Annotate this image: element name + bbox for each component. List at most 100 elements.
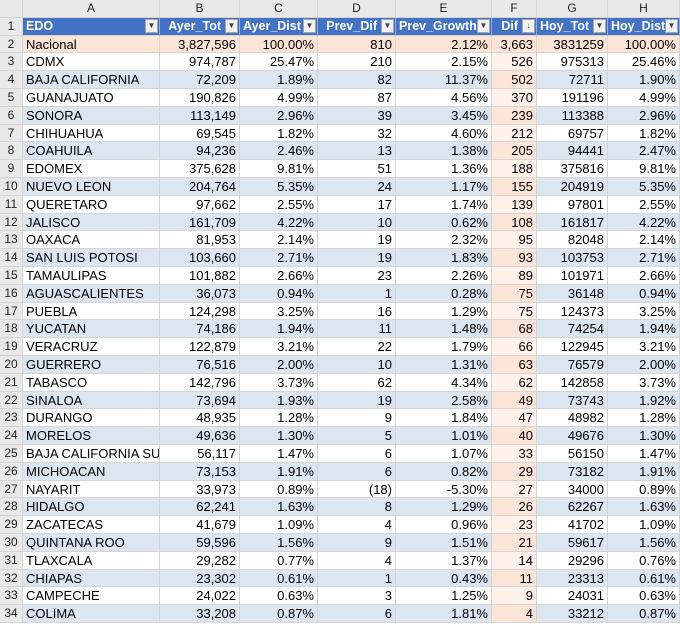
cell-hoy-dist[interactable]: 0.61% bbox=[608, 569, 680, 588]
cell-hoy-dist[interactable]: 0.76% bbox=[608, 551, 680, 570]
cell-prev-dif[interactable]: 23 bbox=[318, 266, 396, 285]
column-header-h[interactable]: H bbox=[608, 0, 680, 18]
row-number[interactable]: 13 bbox=[0, 231, 23, 250]
cell-hoy-tot[interactable]: 97801 bbox=[537, 195, 608, 214]
cell-dif[interactable]: 212 bbox=[492, 124, 537, 143]
cell-ayer-dist[interactable]: 100.00% bbox=[240, 35, 318, 54]
row-number[interactable]: 23 bbox=[0, 409, 23, 428]
cell-prev-growth[interactable]: 0.82% bbox=[396, 462, 492, 481]
cell-dif[interactable]: 62 bbox=[492, 373, 537, 392]
cell-prev-growth[interactable]: 0.28% bbox=[396, 284, 492, 303]
cell-ayer-dist[interactable]: 3.21% bbox=[240, 338, 318, 356]
row-number[interactable]: 22 bbox=[0, 391, 23, 410]
cell-dif[interactable]: 47 bbox=[492, 409, 537, 428]
cell-ayer-dist[interactable]: 2.66% bbox=[240, 266, 318, 285]
cell-edo[interactable]: YUCATAN bbox=[23, 320, 160, 339]
cell-hoy-tot[interactable]: 76579 bbox=[537, 355, 608, 374]
row-number[interactable]: 30 bbox=[0, 533, 23, 552]
cell-dif[interactable]: 9 bbox=[492, 587, 537, 606]
cell-prev-dif[interactable]: 4 bbox=[318, 516, 396, 534]
cell-dif[interactable]: 40 bbox=[492, 427, 537, 445]
cell-edo[interactable]: NAYARIT bbox=[23, 480, 160, 499]
cell-ayer-tot[interactable]: 3,827,596 bbox=[160, 35, 240, 54]
cell-dif[interactable]: 89 bbox=[492, 266, 537, 285]
cell-ayer-tot[interactable]: 113,149 bbox=[160, 106, 240, 125]
row-number[interactable]: 17 bbox=[0, 302, 23, 321]
cell-edo[interactable]: OAXACA bbox=[23, 231, 160, 250]
cell-prev-dif[interactable]: 62 bbox=[318, 373, 396, 392]
row-number[interactable]: 20 bbox=[0, 355, 23, 374]
cell-hoy-tot[interactable]: 101971 bbox=[537, 266, 608, 285]
cell-prev-growth[interactable]: 2.58% bbox=[396, 391, 492, 410]
cell-hoy-tot[interactable]: 113388 bbox=[537, 106, 608, 125]
cell-dif[interactable]: 95 bbox=[492, 231, 537, 250]
cell-hoy-dist[interactable]: 3.21% bbox=[608, 338, 680, 356]
header-prev-growth[interactable]: Prev_Growth ▼ bbox=[396, 17, 492, 36]
cell-edo[interactable]: SINALOA bbox=[23, 391, 160, 410]
row-number[interactable]: 18 bbox=[0, 320, 23, 339]
cell-prev-dif[interactable]: 6 bbox=[318, 605, 396, 623]
cell-prev-dif[interactable]: 3 bbox=[318, 587, 396, 606]
row-number[interactable]: 8 bbox=[0, 142, 23, 161]
cell-prev-dif[interactable]: 24 bbox=[318, 177, 396, 196]
cell-hoy-dist[interactable]: 2.00% bbox=[608, 355, 680, 374]
cell-ayer-tot[interactable]: 101,882 bbox=[160, 266, 240, 285]
cell-ayer-dist[interactable]: 1.28% bbox=[240, 409, 318, 428]
cell-ayer-tot[interactable]: 190,826 bbox=[160, 88, 240, 107]
row-number[interactable]: 16 bbox=[0, 284, 23, 303]
cell-prev-growth[interactable]: 4.60% bbox=[396, 124, 492, 143]
cell-ayer-dist[interactable]: 1.94% bbox=[240, 320, 318, 339]
cell-dif[interactable]: 93 bbox=[492, 249, 537, 267]
cell-prev-growth[interactable]: 3.45% bbox=[396, 106, 492, 125]
cell-prev-dif[interactable]: 10 bbox=[318, 355, 396, 374]
cell-ayer-tot[interactable]: 62,241 bbox=[160, 498, 240, 517]
cell-ayer-dist[interactable]: 1.93% bbox=[240, 391, 318, 410]
cell-ayer-tot[interactable]: 94,236 bbox=[160, 142, 240, 161]
cell-ayer-dist[interactable]: 0.94% bbox=[240, 284, 318, 303]
cell-edo[interactable]: BAJA CALIFORNIA SUR bbox=[23, 444, 160, 463]
cell-prev-dif[interactable]: 51 bbox=[318, 160, 396, 178]
cell-hoy-dist[interactable]: 0.87% bbox=[608, 605, 680, 623]
cell-hoy-tot[interactable]: 56150 bbox=[537, 444, 608, 463]
cell-hoy-tot[interactable]: 204919 bbox=[537, 177, 608, 196]
cell-ayer-tot[interactable]: 29,282 bbox=[160, 551, 240, 570]
cell-prev-dif[interactable]: 22 bbox=[318, 338, 396, 356]
cell-ayer-dist[interactable]: 3.73% bbox=[240, 373, 318, 392]
cell-dif[interactable]: 205 bbox=[492, 142, 537, 161]
cell-ayer-dist[interactable]: 2.96% bbox=[240, 106, 318, 125]
cell-hoy-tot[interactable]: 59617 bbox=[537, 533, 608, 552]
cell-edo[interactable]: NUEVO LEON bbox=[23, 177, 160, 196]
sort-descending-icon[interactable]: ↓ bbox=[522, 18, 535, 33]
cell-prev-growth[interactable]: 1.79% bbox=[396, 338, 492, 356]
cell-ayer-tot[interactable]: 23,302 bbox=[160, 569, 240, 588]
cell-hoy-dist[interactable]: 1.91% bbox=[608, 462, 680, 481]
cell-edo[interactable]: TAMAULIPAS bbox=[23, 266, 160, 285]
filter-dropdown-icon[interactable]: ▼ bbox=[303, 18, 316, 33]
cell-prev-growth[interactable]: 1.38% bbox=[396, 142, 492, 161]
filter-dropdown-icon[interactable]: ▼ bbox=[381, 18, 394, 33]
cell-dif[interactable]: 239 bbox=[492, 106, 537, 125]
cell-prev-dif[interactable]: 6 bbox=[318, 444, 396, 463]
row-number[interactable]: 14 bbox=[0, 249, 23, 267]
cell-dif[interactable]: 14 bbox=[492, 551, 537, 570]
row-number[interactable]: 21 bbox=[0, 373, 23, 392]
cell-prev-dif[interactable]: 6 bbox=[318, 462, 396, 481]
cell-hoy-dist[interactable]: 3.73% bbox=[608, 373, 680, 392]
row-number[interactable]: 2 bbox=[0, 35, 23, 54]
cell-ayer-dist[interactable]: 25.47% bbox=[240, 53, 318, 72]
cell-dif[interactable]: 63 bbox=[492, 355, 537, 374]
cell-dif[interactable]: 3,663 bbox=[492, 35, 537, 54]
cell-hoy-dist[interactable]: 1.63% bbox=[608, 498, 680, 517]
row-number[interactable]: 1 bbox=[0, 17, 23, 36]
cell-hoy-dist[interactable]: 1.30% bbox=[608, 427, 680, 445]
cell-prev-growth[interactable]: 4.34% bbox=[396, 373, 492, 392]
cell-prev-dif[interactable]: 19 bbox=[318, 391, 396, 410]
cell-ayer-tot[interactable]: 73,153 bbox=[160, 462, 240, 481]
cell-hoy-tot[interactable]: 73743 bbox=[537, 391, 608, 410]
cell-ayer-dist[interactable]: 1.56% bbox=[240, 533, 318, 552]
filter-dropdown-icon[interactable]: ▼ bbox=[225, 18, 238, 33]
cell-ayer-dist[interactable]: 3.25% bbox=[240, 302, 318, 321]
cell-hoy-dist[interactable]: 4.22% bbox=[608, 213, 680, 232]
cell-hoy-tot[interactable]: 41702 bbox=[537, 516, 608, 534]
cell-hoy-tot[interactable]: 29296 bbox=[537, 551, 608, 570]
